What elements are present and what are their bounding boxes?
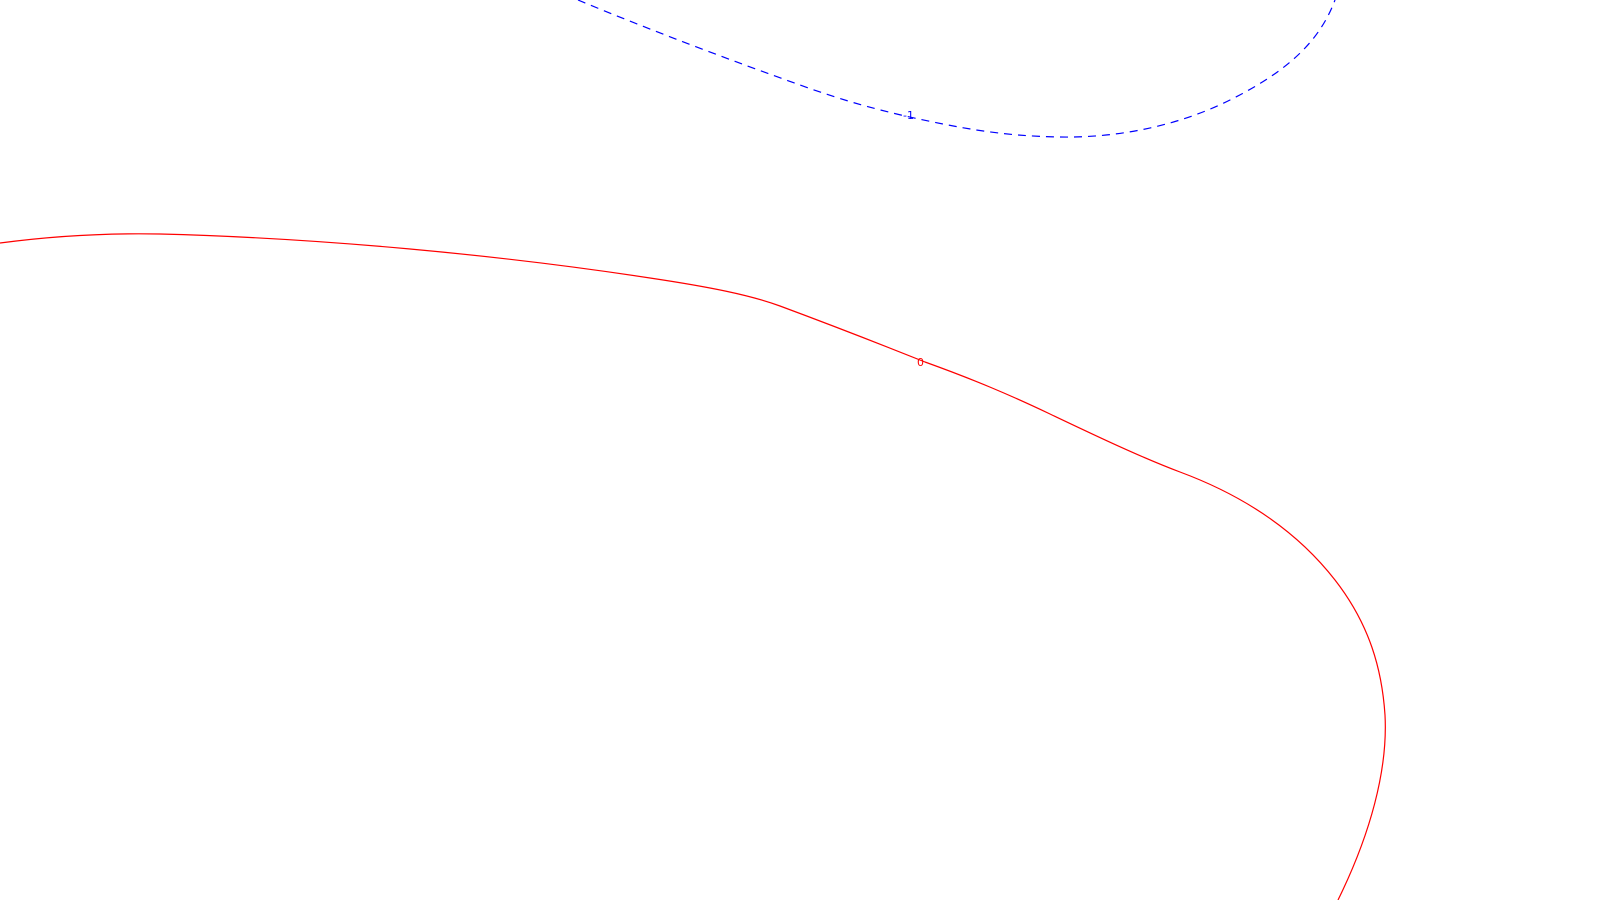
contour-label-0: 0 <box>917 356 924 369</box>
contour-label-neg-1: -1 <box>903 109 914 122</box>
contour-line-neg-1 <box>577 0 1336 138</box>
contour-line-0 <box>0 233 1386 900</box>
